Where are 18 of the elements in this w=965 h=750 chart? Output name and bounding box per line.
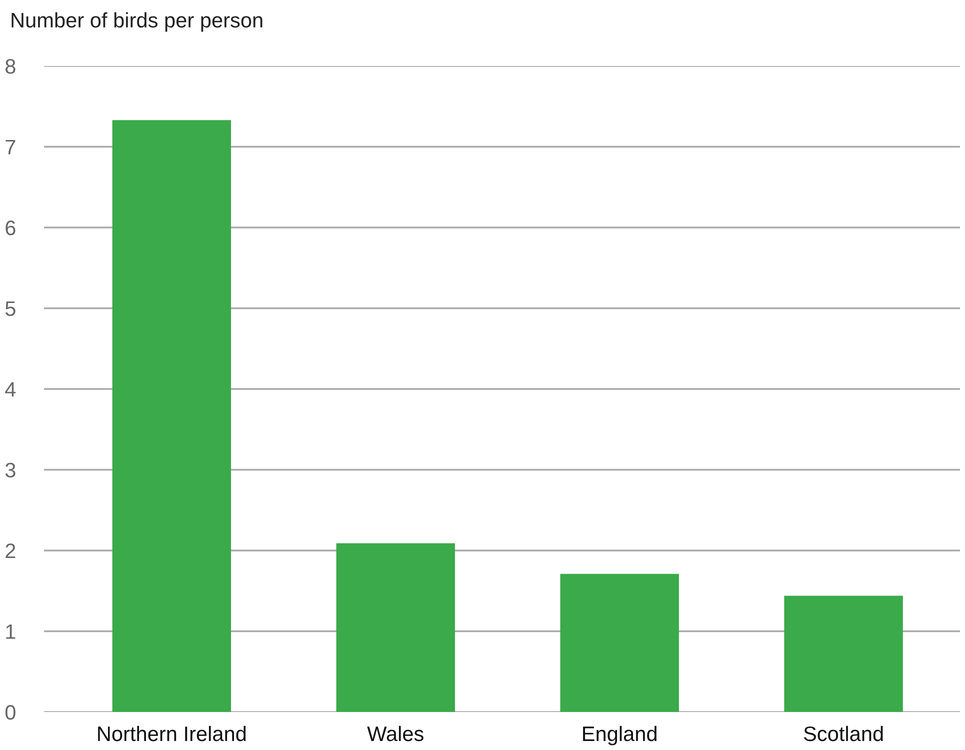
y-tick-label: 3 <box>5 462 16 478</box>
y-tick-label: 0 <box>5 705 16 720</box>
y-tick-label: 6 <box>6 220 16 236</box>
y-tick-label: 7 <box>6 140 16 154</box>
x-tick-label: Wales <box>367 726 424 742</box>
y-axis-title: Number of birds per person <box>12 12 262 32</box>
y-tick-label: 1 <box>6 624 16 639</box>
bar <box>336 543 455 712</box>
y-tick-label: 8 <box>6 59 16 74</box>
y-tick-label: 5 <box>5 301 16 316</box>
y-tick-label: 4 <box>5 382 16 397</box>
bar <box>112 120 232 712</box>
y-tick-label: 2 <box>6 544 16 558</box>
x-tick-label: England <box>583 726 656 746</box>
x-tick-label: Scotland <box>804 726 883 742</box>
bar <box>560 574 679 712</box>
x-tick-label: Northern Ireland <box>98 726 246 742</box>
bar <box>784 596 903 712</box>
